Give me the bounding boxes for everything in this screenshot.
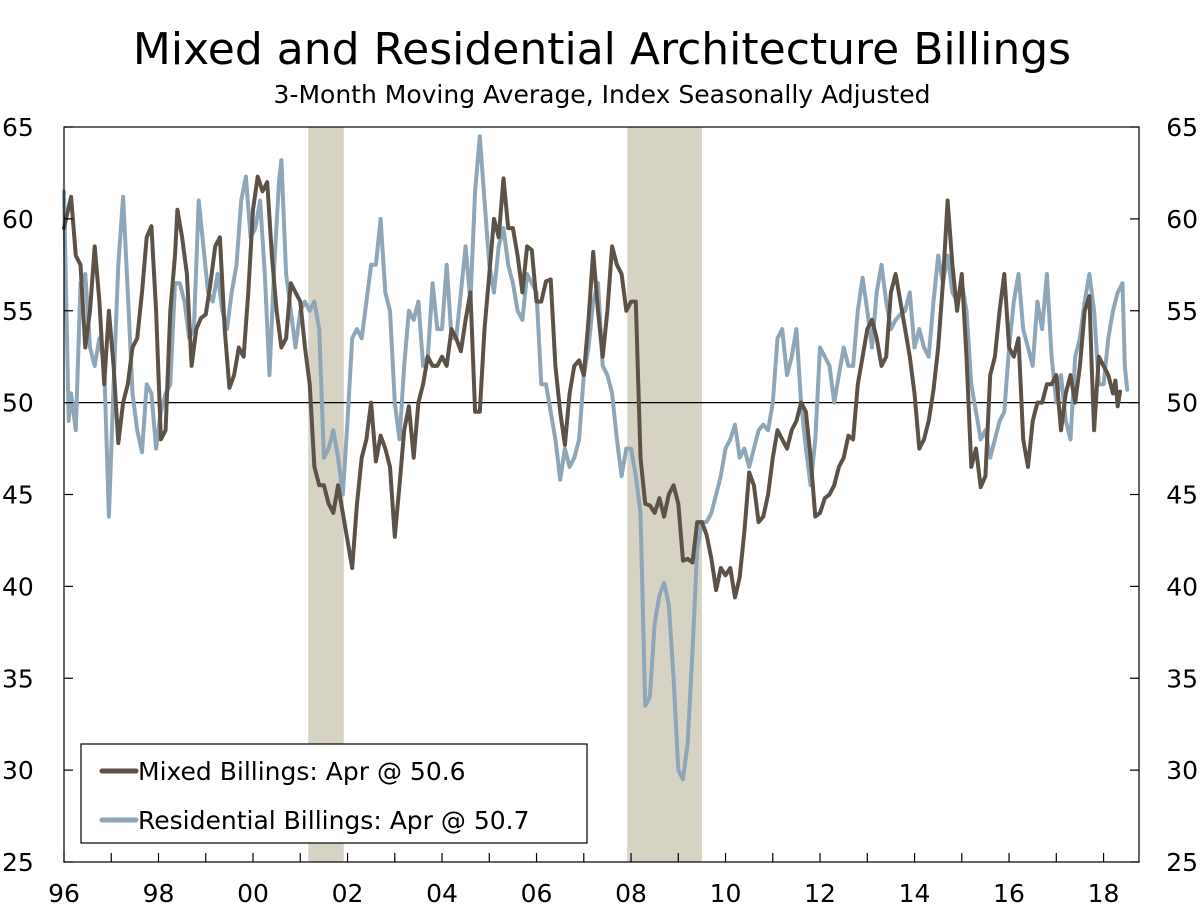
x-tick-label: 98 <box>143 879 175 908</box>
y-tick-label-right: 60 <box>1166 205 1198 234</box>
axis-ticks: 25 25 30 30 35 35 40 40 45 45 50 50 55 55 60 60 65 65 96 98… <box>2 113 1198 908</box>
y-tick-label-right: 55 <box>1166 297 1198 326</box>
x-tick-label: 10 <box>710 879 742 908</box>
legend-label-mixed: Mixed Billings: Apr @ 50.6 <box>138 757 466 786</box>
y-tick-label-left: 40 <box>2 572 34 601</box>
y-tick-label-left: 65 <box>2 113 34 142</box>
x-tick-label: 04 <box>426 879 458 908</box>
y-tick-label-left: 25 <box>2 848 34 877</box>
x-tick-label: 96 <box>48 879 80 908</box>
x-tick-label: 08 <box>615 879 647 908</box>
series-lines <box>62 134 1130 782</box>
y-tick-label-right: 25 <box>1166 848 1198 877</box>
y-tick-label-right: 45 <box>1166 481 1198 510</box>
x-tick-label: 06 <box>521 879 553 908</box>
series-line-mixed <box>62 174 1123 600</box>
y-tick-label-left: 30 <box>2 756 34 785</box>
x-tick-label: 12 <box>804 879 836 908</box>
chart-title: Mixed and Residential Architecture Billi… <box>132 24 1072 75</box>
x-tick-label: 16 <box>993 879 1025 908</box>
y-tick-label-left: 60 <box>2 205 34 234</box>
legend: Mixed Billings: Apr @ 50.6 Residential B… <box>80 743 588 844</box>
x-tick-label: 14 <box>899 879 931 908</box>
chart-subtitle: 3-Month Moving Average, Index Seasonally… <box>273 80 931 109</box>
y-tick-label-right: 35 <box>1166 664 1198 693</box>
y-tick-label-right: 50 <box>1166 389 1198 418</box>
x-tick-label: 18 <box>1088 879 1120 908</box>
y-tick-label-left: 45 <box>2 481 34 510</box>
y-tick-label-left: 50 <box>2 389 34 418</box>
y-tick-label-left: 55 <box>2 297 34 326</box>
y-tick-label-left: 35 <box>2 664 34 693</box>
legend-box <box>80 743 588 844</box>
x-tick-label: 02 <box>332 879 364 908</box>
y-tick-label-right: 65 <box>1166 113 1198 142</box>
x-tick-label: 00 <box>237 879 269 908</box>
y-tick-label-right: 30 <box>1166 756 1198 785</box>
y-tick-label-right: 40 <box>1166 572 1198 601</box>
series-line-residential <box>62 134 1130 782</box>
legend-label-residential: Residential Billings: Apr @ 50.7 <box>138 806 530 835</box>
